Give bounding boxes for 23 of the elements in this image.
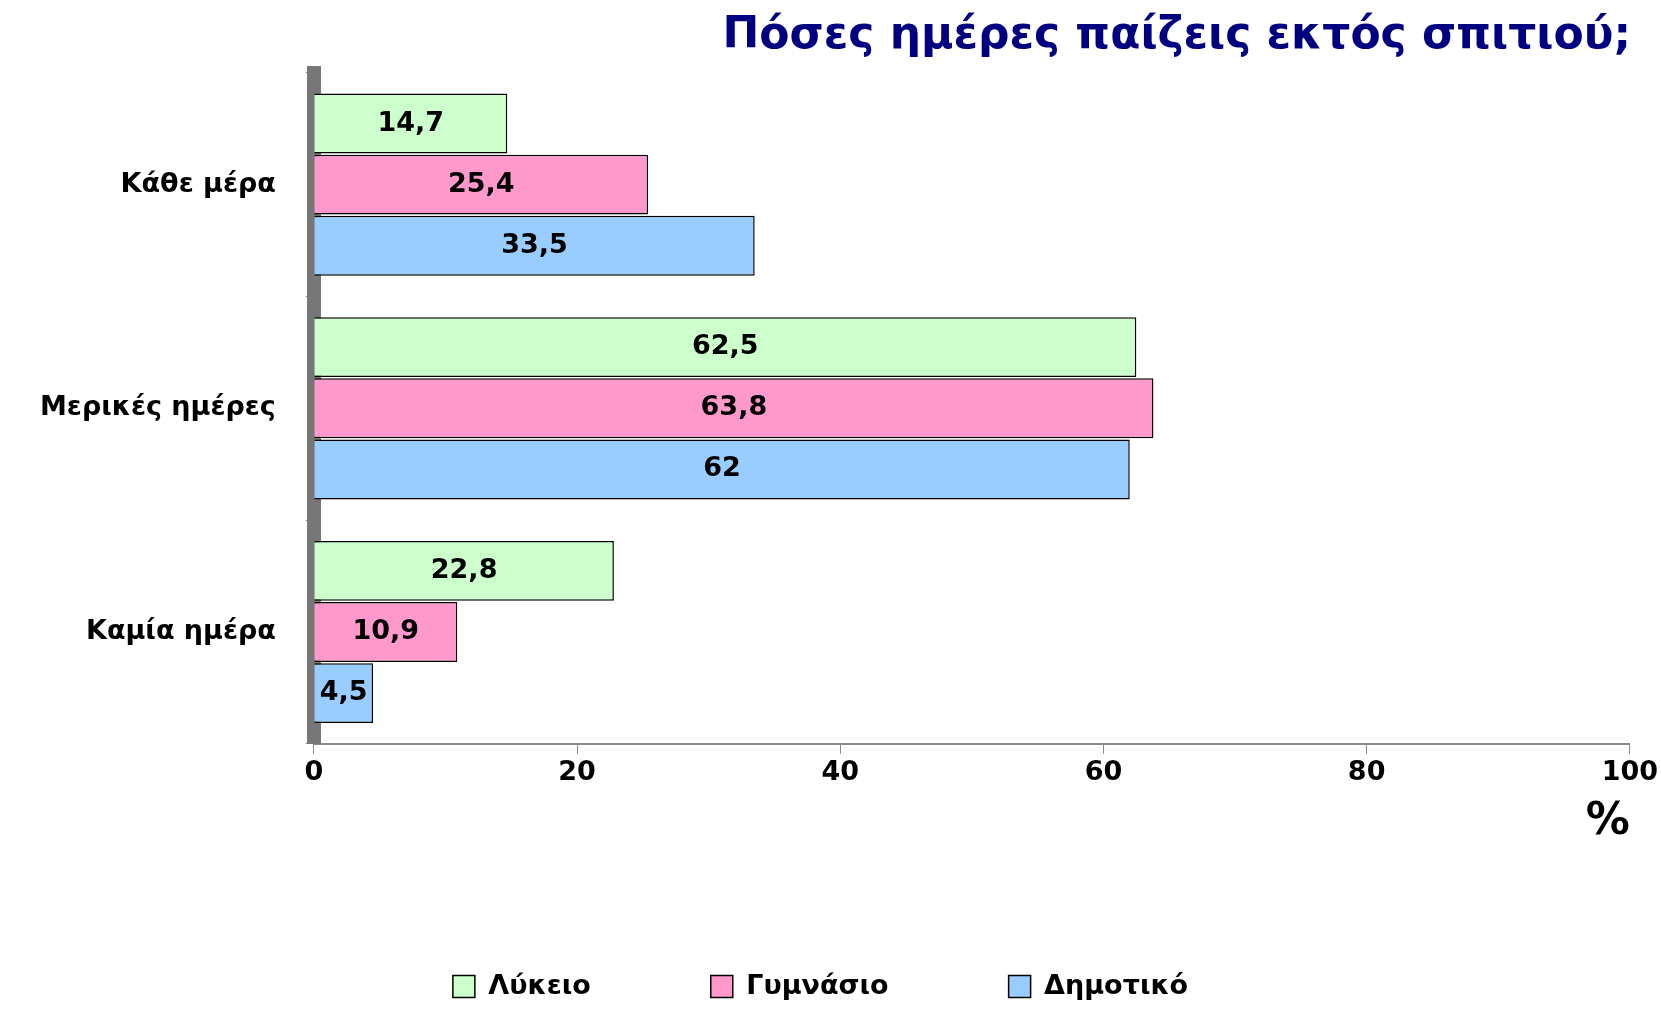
y-tick-label: Κάθε μέρα <box>120 166 276 198</box>
data-label: 14,7 <box>377 105 445 137</box>
legend-label: Δημοτικό <box>1044 968 1189 1000</box>
x-tick-label: 40 <box>821 755 860 787</box>
x-tick-label: 100 <box>1601 755 1659 787</box>
y-tick-label: Μερικές ημέρες <box>40 390 276 422</box>
x-tick-label: 20 <box>558 755 596 787</box>
data-label: 33,5 <box>501 227 568 259</box>
legend-label: Γυμνάσιο <box>746 968 889 1000</box>
chart-title: Πόσες ημέρες παίζεις εκτός σπιτιού; <box>722 6 1631 58</box>
x-tick-label: 80 <box>1347 755 1386 787</box>
data-label: 63,8 <box>700 390 768 422</box>
data-label: 22,8 <box>430 552 498 584</box>
data-label: 4,5 <box>319 675 368 707</box>
x-axis-title: % <box>1585 793 1630 845</box>
x-tick-label: 0 <box>304 755 324 787</box>
y-tick-label: Καμία ημέρα <box>86 613 276 645</box>
data-label: 25,4 <box>447 166 515 198</box>
data-label: 62 <box>703 451 741 483</box>
legend-label: Λύκειο <box>488 968 591 1000</box>
x-tick-label: 60 <box>1084 755 1123 787</box>
data-label: 10,9 <box>352 613 420 645</box>
data-label: 62,5 <box>692 329 759 361</box>
